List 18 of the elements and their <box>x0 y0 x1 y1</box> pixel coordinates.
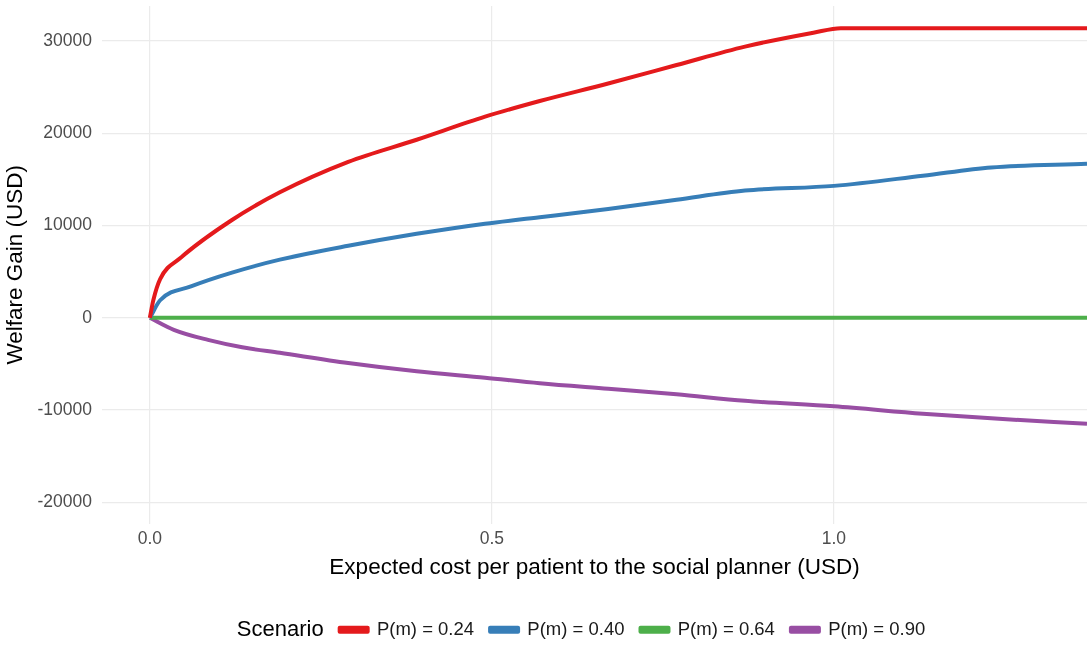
legend-label: P(m) = 0.24 <box>376 617 475 639</box>
y-tick-label: -10000 <box>37 398 93 419</box>
line-series <box>147 315 1087 426</box>
y-tick-label: 20000 <box>43 122 93 143</box>
legend-label: P(m) = 0.40 <box>527 617 625 639</box>
x-axis-title: Expected cost per patient to the social planner (USD) <box>329 554 860 580</box>
x-tick-label: 0.0 <box>137 527 163 548</box>
x-tick-label: 0.5 <box>479 527 505 548</box>
y-tick-label: 30000 <box>43 29 93 50</box>
y-tick-label: 10000 <box>43 214 93 235</box>
y-tick-label: -20000 <box>37 491 93 512</box>
x-tick-label: 1.0 <box>821 527 847 548</box>
legend-label: P(m) = 0.64 <box>677 617 775 639</box>
y-tick-label: 0 <box>82 306 93 327</box>
legend-title: Scenario <box>236 615 324 641</box>
y-axis-title: Welfare Gain (USD) <box>2 164 28 365</box>
line-series <box>147 26 1087 320</box>
legend-label: P(m) = 0.90 <box>828 617 926 639</box>
